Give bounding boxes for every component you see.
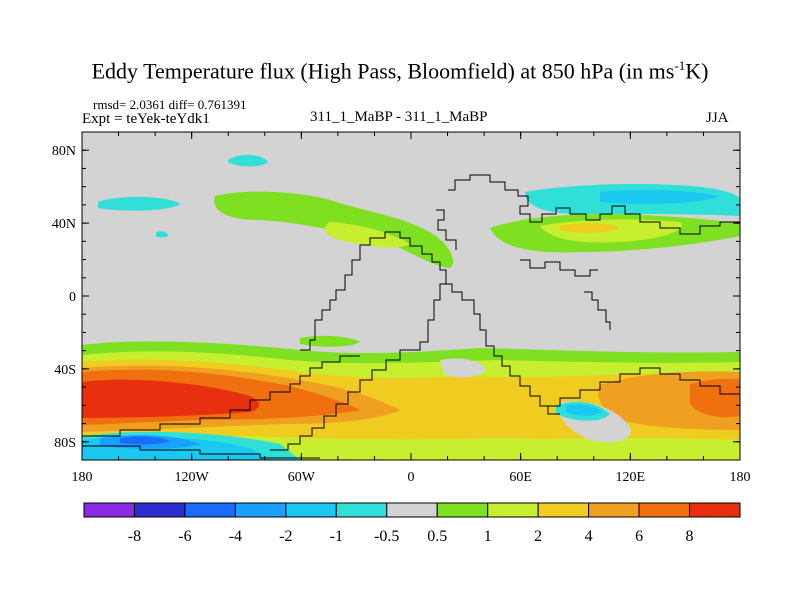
season-label: JJA — [706, 110, 729, 126]
x-tick-label: 120W — [175, 470, 210, 485]
contour-orange-npacific — [560, 223, 620, 233]
colorbar-level-label: -2 — [279, 528, 292, 545]
coastline-nw-islands — [436, 209, 457, 250]
colorbar-swatch — [588, 502, 640, 518]
coastline-south-belt — [82, 355, 360, 437]
colorbar-level-label: 8 — [686, 528, 694, 545]
colorbar-level-label: -1 — [330, 528, 343, 545]
coastline-australia-antarctica — [540, 367, 740, 407]
contour-darkblue-antarctic — [120, 436, 170, 445]
y-tick-label: 80S — [54, 436, 76, 451]
colorbar-level-label: 0.5 — [427, 528, 447, 545]
colorbar-swatch — [638, 502, 691, 518]
contour-lightblue-indian — [566, 404, 602, 416]
coastline-islands — [584, 291, 611, 330]
colorbar-level-label: -0.5 — [374, 528, 399, 545]
contour-cyan-npac-west — [98, 196, 180, 211]
axis-ticks: 180 120W 60W 0 60E 120E 180 80N 40N 0 40S 80S — [52, 131, 751, 485]
chart-title-superscript: -1 — [674, 58, 686, 73]
colorbar-swatch — [83, 502, 135, 518]
y-tick-label: 40S — [54, 363, 76, 378]
x-tick-label: 180 — [730, 470, 751, 485]
colorbar-swatch — [386, 502, 438, 518]
colorbar-swatch — [436, 502, 489, 518]
colorbar-swatch — [234, 502, 287, 518]
chart-title-main: Eddy Temperature flux (High Pass, Bloomf… — [91, 58, 675, 84]
colorbar-swatch — [335, 502, 388, 518]
colorbar-level-label: -6 — [178, 528, 191, 545]
colorbar-swatch — [133, 502, 186, 518]
coastline-americas — [270, 231, 447, 451]
y-tick-label: 80N — [52, 144, 76, 159]
colorbar-level-label: 4 — [585, 528, 593, 545]
colorbar-level-label: -4 — [229, 528, 242, 545]
x-tick-label: 60W — [288, 470, 316, 485]
colorbar-swatch — [689, 502, 741, 518]
comparison-label: 311_1_MaBP - 311_1_MaBP — [310, 109, 488, 125]
x-tick-label: 60E — [509, 470, 532, 485]
colorbar-swatch — [184, 502, 236, 518]
contour-yellow-natlantic — [324, 222, 410, 248]
coastline-africa — [440, 283, 560, 415]
contour-red-south — [82, 379, 259, 418]
coastlines — [82, 174, 740, 459]
colorbar-level-label: 1 — [484, 528, 492, 545]
colorbar-swatch — [537, 502, 590, 518]
colorbar-swatch — [285, 502, 337, 518]
chart-title: Eddy Temperature flux (High Pass, Bloomf… — [0, 58, 800, 84]
coastline-antarctic-interior — [82, 445, 320, 459]
colorbar: -8 -6 -4 -2 -1 -0.5 0.5 1 2 4 6 8 — [83, 502, 741, 545]
contour-cyan-small — [156, 231, 168, 238]
contour-darkorange-east — [690, 378, 740, 418]
y-tick-label: 0 — [69, 290, 76, 305]
colorbar-level-label: -8 — [128, 528, 141, 545]
coastline-eurasia — [448, 174, 740, 235]
y-tick-label: 40N — [52, 217, 76, 232]
contour-lightblue-npacific — [600, 189, 720, 204]
experiment-label: Expt = teYek-teYdk1 — [82, 111, 210, 127]
coastline-india-se-asia — [520, 259, 598, 277]
x-tick-label: 180 — [72, 470, 93, 485]
chart-title-tail: K) — [685, 58, 709, 84]
x-tick-label: 0 — [408, 470, 415, 485]
contour-grey-patch-atlantic — [440, 358, 486, 378]
colorbar-swatch — [487, 502, 539, 518]
colorbar-level-label: 2 — [534, 528, 542, 545]
contour-cyan-arctic-1 — [228, 154, 268, 167]
colorbar-level-label: 6 — [635, 528, 643, 545]
rmsd-diff-stats: rmsd= 2.0361 diff= 0.761391 — [93, 97, 247, 112]
x-tick-label: 120E — [616, 470, 646, 485]
